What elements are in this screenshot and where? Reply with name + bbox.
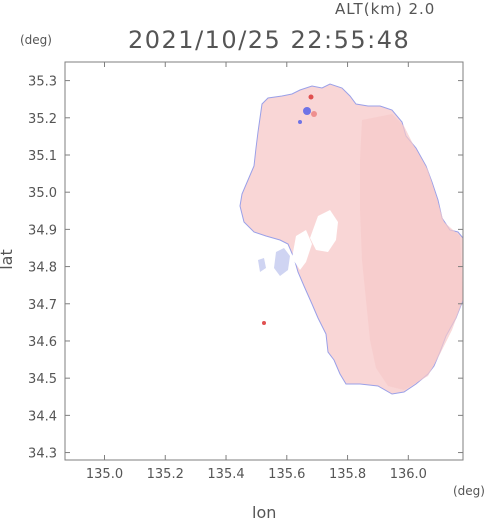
negative-cell <box>298 120 302 124</box>
y-tick-label: 34.7 <box>28 298 57 313</box>
y-tick-label: 34.6 <box>28 335 57 350</box>
y-tick-label: 34.9 <box>28 223 57 238</box>
y-tick-label: 35.1 <box>28 149 57 164</box>
y-tick-label: 35.2 <box>28 112 57 127</box>
x-axis-ticks: 135.0 135.2 135.4 135.6 135.8 136.0 <box>86 62 427 482</box>
data-gap <box>246 236 270 254</box>
negative-cell <box>303 107 311 115</box>
data-gap <box>292 230 312 270</box>
x-tick-label: 135.2 <box>147 467 184 482</box>
data-gap <box>310 210 338 252</box>
positive-cell <box>311 111 317 117</box>
x-axis-unit: (deg) <box>453 484 485 498</box>
negative-patch <box>258 258 266 272</box>
plot-frame <box>64 61 464 461</box>
y-tick-label: 34.8 <box>28 261 57 276</box>
data-field <box>239 83 464 395</box>
y-tick-label: 34.3 <box>28 447 57 462</box>
x-tick-label: 136.0 <box>390 467 427 482</box>
altitude-label: ALT(km) 2.0 <box>335 0 436 18</box>
timestamp-title: 2021/10/25 22:55:48 <box>128 26 411 54</box>
negative-patch <box>274 248 290 276</box>
x-tick-label: 135.0 <box>86 467 123 482</box>
y-tick-label: 34.4 <box>28 409 57 424</box>
x-tick-label: 135.8 <box>329 467 366 482</box>
y-axis-ticks: 34.3 34.4 34.5 34.6 34.7 34.8 34.9 35.0 35.1 35.2… <box>28 75 463 462</box>
y-tick-label: 35.0 <box>28 186 57 201</box>
x-axis-label: lon <box>252 503 277 522</box>
x-tick-label: 135.4 <box>207 467 244 482</box>
y-tick-label: 34.5 <box>28 372 57 387</box>
x-tick-label: 135.6 <box>268 467 305 482</box>
y-tick-label: 35.3 <box>28 75 57 90</box>
stronger-echo-band <box>360 114 463 390</box>
positive-cell <box>262 321 266 325</box>
y-axis-unit: (deg) <box>20 33 52 47</box>
positive-cell <box>308 94 314 100</box>
